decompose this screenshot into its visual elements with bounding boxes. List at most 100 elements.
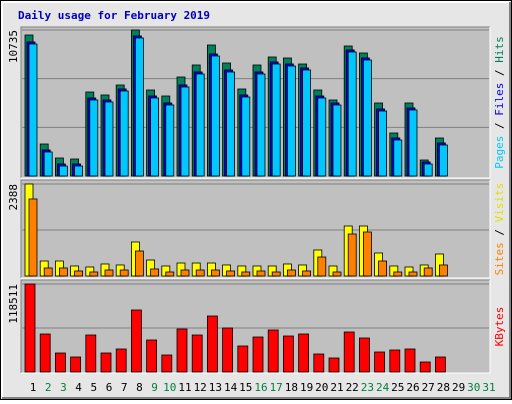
bar — [39, 333, 51, 373]
bar — [134, 37, 144, 177]
bar — [271, 63, 281, 177]
bevel — [20, 279, 490, 373]
legend-entry: Pages — [493, 136, 506, 169]
bar — [104, 101, 114, 177]
bevel — [21, 27, 491, 179]
bar — [328, 357, 340, 373]
bar — [180, 86, 190, 177]
bar — [343, 331, 355, 373]
bar — [134, 250, 144, 277]
bar — [74, 270, 83, 277]
bar — [332, 104, 342, 177]
bar — [130, 309, 142, 373]
legend-separator: / — [493, 222, 506, 242]
bar — [100, 352, 112, 373]
x-tick-label: 22 — [346, 381, 359, 394]
x-tick-label: 10 — [163, 381, 176, 394]
x-tick-label: 5 — [90, 381, 97, 394]
bar — [434, 356, 446, 373]
bar — [404, 348, 416, 373]
bevel — [20, 26, 490, 178]
bar — [161, 354, 173, 373]
bar — [59, 165, 68, 177]
bar — [393, 271, 403, 277]
bar — [423, 163, 433, 177]
bar — [374, 351, 386, 373]
bar — [378, 260, 388, 277]
x-tick-label: 2 — [45, 381, 52, 394]
bar — [317, 256, 327, 277]
x-tick-label: 29 — [452, 381, 465, 394]
bar — [267, 329, 279, 373]
x-tick-label: 23 — [361, 381, 374, 394]
x-tick-label: 3 — [60, 381, 67, 394]
y-tick-label: 118511 — [7, 284, 20, 324]
bar — [89, 271, 99, 277]
x-tick-label: 17 — [270, 381, 283, 394]
bar — [226, 270, 236, 277]
x-tick-label: 15 — [239, 381, 252, 394]
x-tick-label: 7 — [121, 381, 128, 394]
bar — [119, 269, 129, 277]
bar — [313, 353, 325, 373]
bar — [347, 51, 357, 177]
x-tick-label: 1 — [30, 381, 37, 394]
bar — [256, 73, 266, 177]
x-tick-label: 12 — [194, 381, 207, 394]
bar — [241, 96, 251, 177]
bar — [282, 335, 294, 373]
legend: KBytes — [493, 307, 506, 347]
x-tick-label: 26 — [406, 381, 419, 394]
bar — [347, 233, 357, 277]
bar — [438, 144, 448, 177]
bar — [150, 268, 160, 277]
y-tick-label: 10735 — [7, 30, 20, 63]
bar — [362, 231, 372, 277]
legend: Pages / Files / Hits — [493, 36, 506, 169]
x-tick-label: 6 — [106, 381, 113, 394]
bar — [256, 270, 266, 277]
x-tick-label: 21 — [330, 381, 343, 394]
bar — [241, 271, 251, 277]
bar — [210, 55, 220, 177]
bevel — [21, 280, 491, 374]
bar — [119, 90, 129, 177]
bar — [332, 271, 342, 277]
bar — [302, 69, 312, 177]
x-tick-label: 14 — [224, 381, 238, 394]
bar — [28, 43, 38, 177]
bar — [180, 269, 190, 277]
x-tick-label: 18 — [285, 381, 298, 394]
x-tick-label: 28 — [437, 381, 450, 394]
bar — [408, 271, 418, 277]
bar — [24, 283, 36, 373]
chart-title: Daily usage for February 2019 — [18, 9, 210, 22]
x-tick-label: 25 — [391, 381, 404, 394]
bar — [271, 271, 281, 277]
bar — [89, 99, 99, 177]
bar — [438, 264, 448, 277]
bevel — [2, 2, 511, 399]
bar — [195, 269, 205, 277]
bar — [237, 345, 249, 373]
bar — [74, 165, 83, 177]
bar — [362, 59, 372, 177]
bar — [176, 328, 188, 373]
bar — [146, 339, 158, 373]
x-tick-label: 13 — [209, 381, 222, 394]
bevel — [20, 179, 490, 278]
bar — [104, 269, 114, 277]
bar — [43, 267, 53, 277]
legend: Sites / Visits — [493, 183, 506, 276]
bar — [150, 97, 160, 177]
legend-entry: Hits — [493, 36, 506, 63]
bar — [419, 361, 431, 373]
bar — [222, 327, 234, 373]
bar — [252, 336, 264, 373]
legend-entry: KBytes — [493, 307, 506, 347]
x-tick-label: 19 — [300, 381, 313, 394]
bar — [302, 270, 312, 277]
legend-separator: / — [493, 116, 506, 136]
